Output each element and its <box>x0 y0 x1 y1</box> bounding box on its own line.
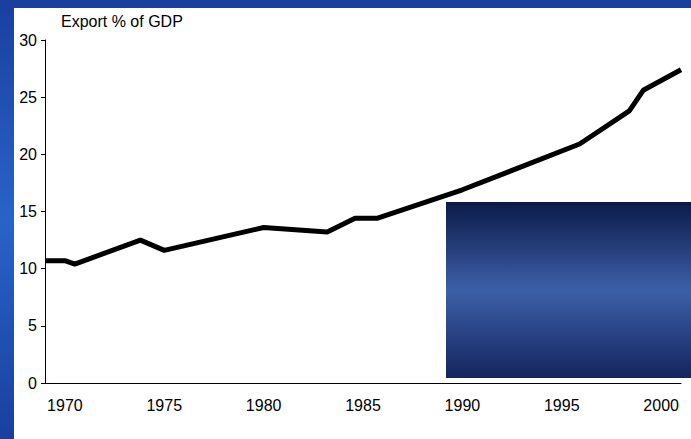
svg-text:15: 15 <box>19 203 37 220</box>
svg-text:Export % of GDP: Export % of GDP <box>61 13 183 30</box>
svg-text:1985: 1985 <box>345 397 381 414</box>
svg-text:20: 20 <box>19 146 37 163</box>
svg-text:1980: 1980 <box>246 397 282 414</box>
svg-text:25: 25 <box>19 89 37 106</box>
svg-text:1990: 1990 <box>445 397 481 414</box>
svg-text:1975: 1975 <box>146 397 182 414</box>
svg-text:2000: 2000 <box>643 397 679 414</box>
svg-text:10: 10 <box>19 260 37 277</box>
svg-text:1970: 1970 <box>47 397 83 414</box>
svg-text:5: 5 <box>28 317 37 334</box>
svg-text:30: 30 <box>19 32 37 49</box>
svg-text:0: 0 <box>28 375 37 392</box>
svg-text:1995: 1995 <box>544 397 580 414</box>
